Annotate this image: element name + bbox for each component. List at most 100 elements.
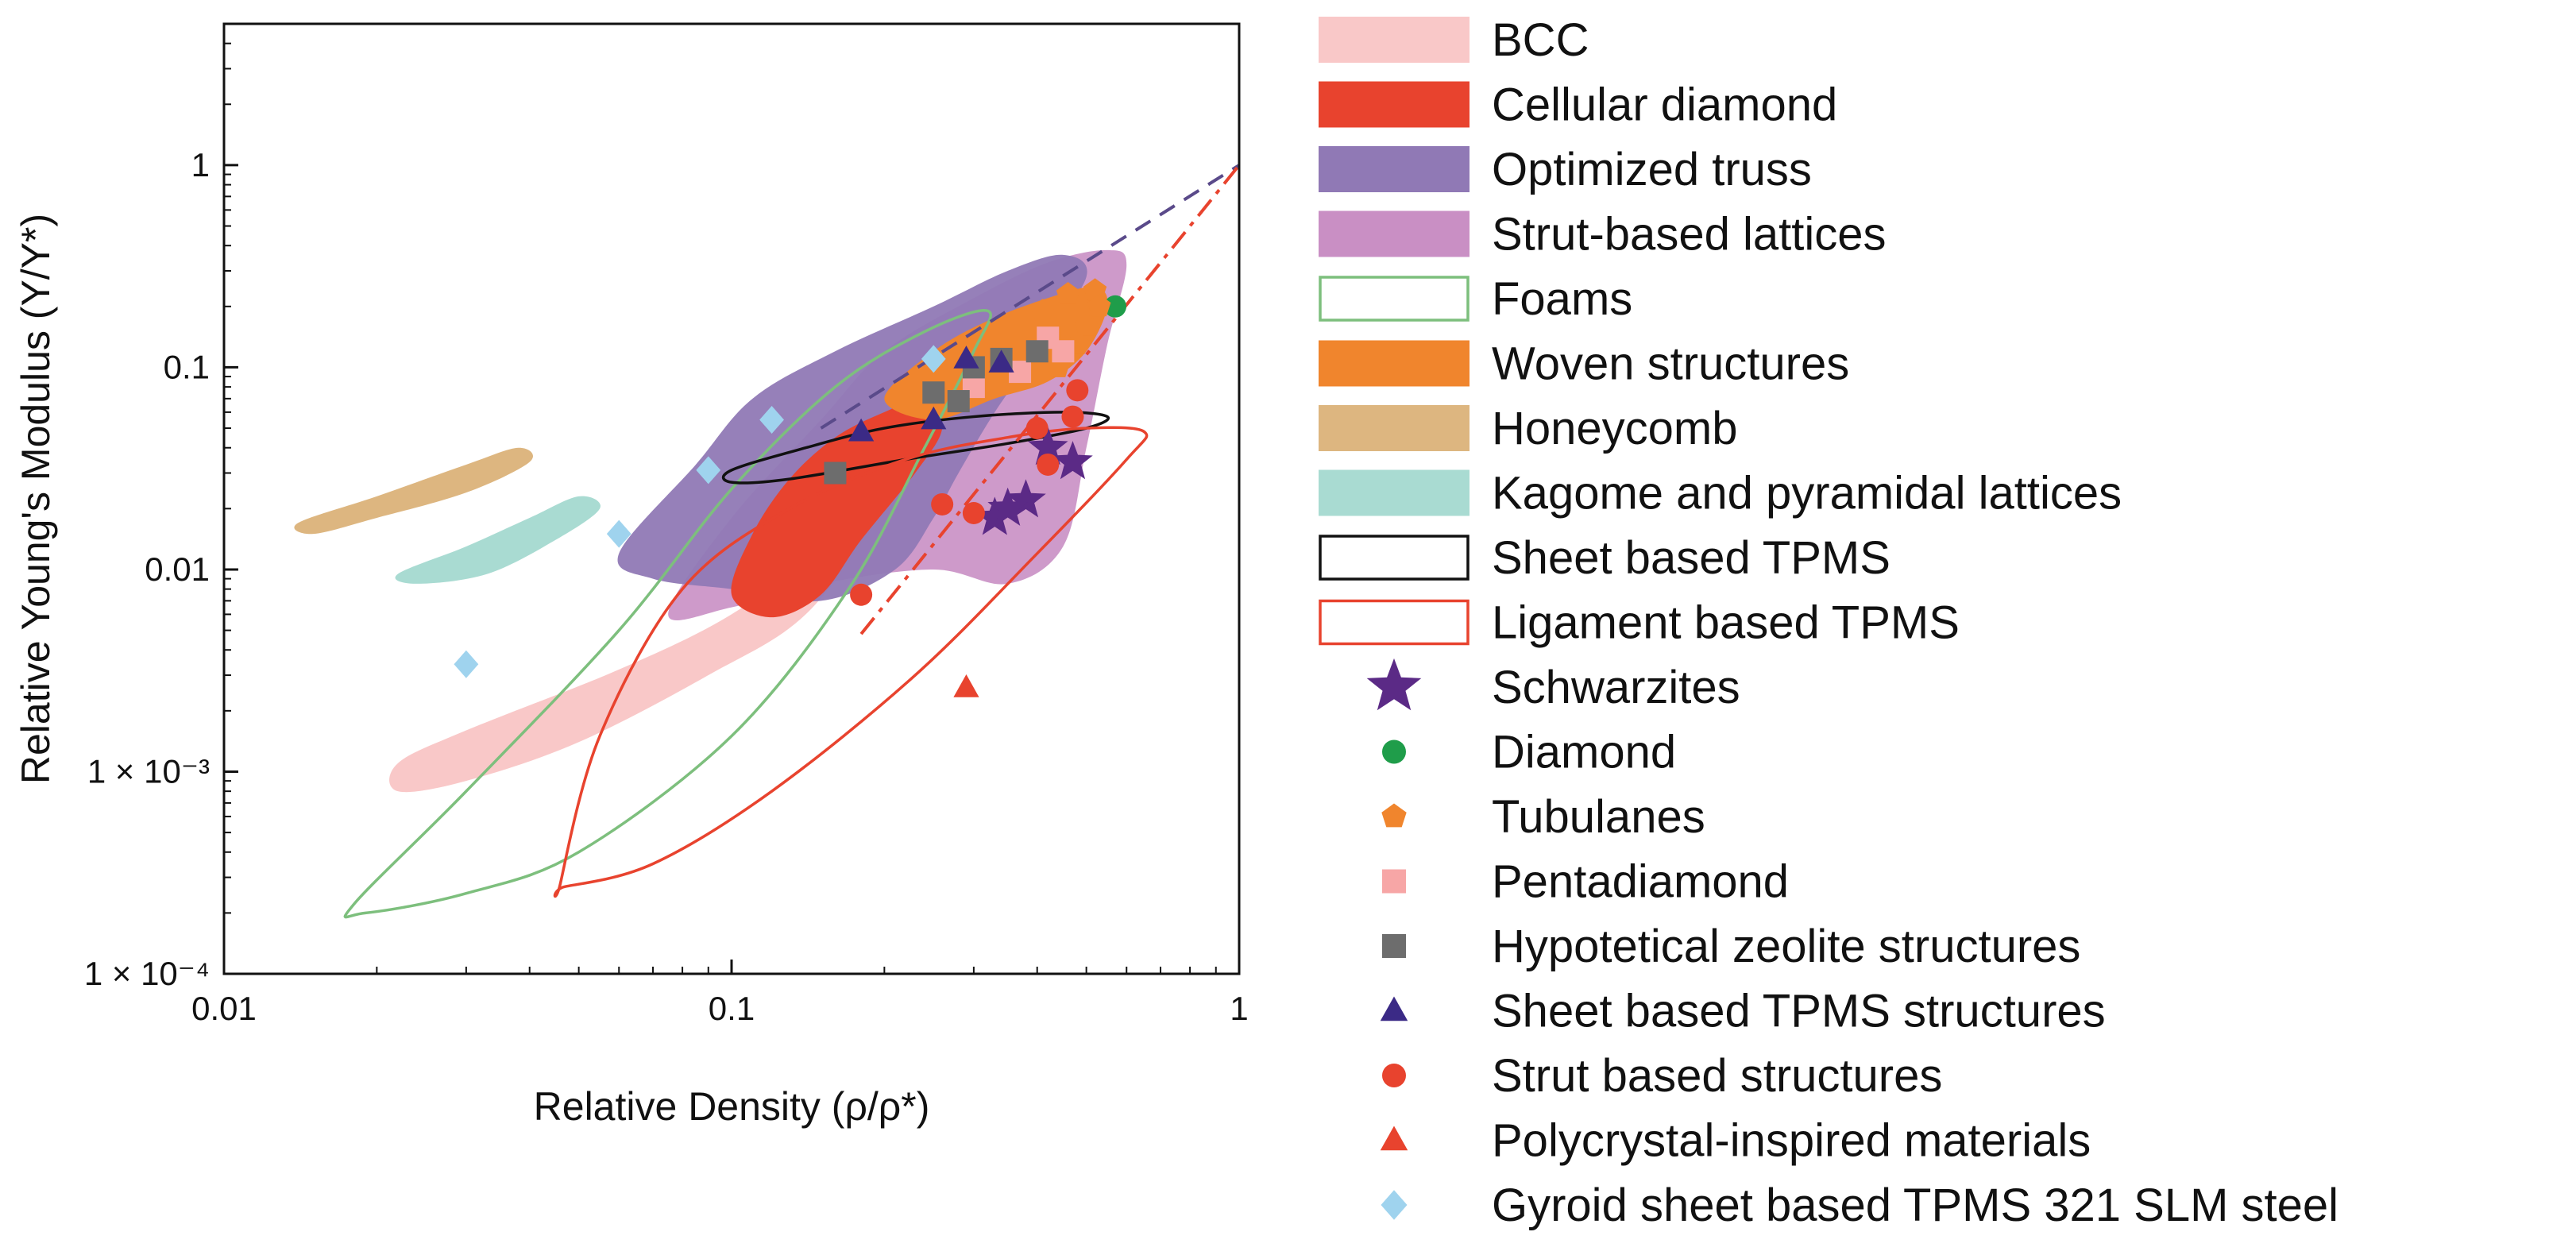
legend-item-schwarzites: Schwarzites — [1366, 658, 1740, 713]
legend-item-strut-based-structures: Strut based structures — [1382, 1050, 1942, 1102]
legend-swatch — [1319, 17, 1470, 63]
point-strut-based-structures-3 — [962, 502, 985, 525]
legend-item-kagome-and-pyramidal-lattices: Kagome and pyramidal lattices — [1319, 468, 2122, 519]
legend-item-cellular-diamond: Cellular diamond — [1319, 79, 1837, 131]
point-sheet-based-tpms-structures-4 — [988, 349, 1014, 373]
region-honeycomb — [294, 447, 534, 535]
legend-item-foams: Foams — [1319, 273, 1632, 325]
legend-marker — [1382, 1064, 1406, 1087]
legend-marker — [1382, 739, 1406, 764]
legend-item-strut-based-lattices: Strut-based lattices — [1319, 209, 1886, 261]
legend-label: Ligament based TPMS — [1492, 597, 1960, 649]
legend-item-honeycomb: Honeycomb — [1319, 403, 1737, 454]
legend-marker — [1382, 934, 1406, 958]
legend-swatch — [1319, 146, 1470, 192]
axis-ticks: 0.01 0.1 1 1 × 10⁻⁴ 1 × 10⁻³ 0.01 0.1 1 — [84, 23, 1249, 1027]
legend-label: Tubulanes — [1492, 791, 1705, 843]
legend-item-sheet-based-tpms: Sheet based TPMS — [1319, 532, 1890, 584]
y-tick-label-5: 1 — [191, 146, 210, 183]
legend-swatch — [1319, 210, 1470, 257]
legend-label: Woven structures — [1492, 338, 1849, 390]
legend-marker — [1380, 1126, 1408, 1151]
point-gyroid-sheet-based-tpms-321-slm-steel-3 — [696, 456, 721, 485]
legend-label: Honeycomb — [1492, 403, 1737, 454]
point-schwarzites-4 — [1052, 441, 1093, 480]
point-hypotetical-zeolite-structures-2 — [922, 381, 945, 404]
point-strut-based-structures-6 — [1066, 379, 1089, 402]
point-schwarzites-1 — [975, 496, 1015, 535]
point-strut-based-structures-2 — [931, 492, 954, 516]
legend-label: BCC — [1492, 14, 1589, 66]
legend-marker — [1366, 658, 1422, 711]
point-sheet-based-tpms-structures-3 — [953, 346, 979, 369]
point-polycrystal-inspired-materials-1 — [953, 674, 979, 697]
legend-swatch — [1319, 405, 1470, 451]
point-hypotetical-zeolite-structures-3 — [947, 390, 970, 413]
legend-item-pentadiamond: Pentadiamond — [1382, 856, 1789, 908]
point-tubulanes-6 — [1030, 299, 1055, 321]
region-kagome-and-pyramidal-lattices — [395, 496, 601, 584]
legend-label: Foams — [1492, 273, 1632, 325]
point-strut-based-structures-7 — [1037, 453, 1060, 476]
legend-swatch — [1319, 81, 1470, 128]
y-tick-label-4: 0.1 — [164, 348, 210, 385]
legend-marker — [1381, 803, 1407, 828]
legend-marker — [1380, 996, 1408, 1021]
region-ligament-based-tpms — [553, 426, 1149, 898]
plot-regions — [294, 249, 1149, 919]
point-tubulanes-1 — [1056, 281, 1080, 304]
legend-label: Sheet based TPMS structures — [1492, 986, 2106, 1037]
legend-label: Strut-based lattices — [1492, 209, 1886, 261]
legend-item-bcc: BCC — [1319, 14, 1589, 66]
x-tick-label-1: 0.01 — [191, 990, 257, 1027]
legend-label: Strut based structures — [1492, 1050, 1942, 1102]
point-schwarzites-3 — [1027, 427, 1068, 465]
legend-item-optimized-truss: Optimized truss — [1319, 144, 1812, 195]
legend-label: Diamond — [1492, 727, 1676, 778]
point-gyroid-sheet-based-tpms-321-slm-steel-5 — [921, 345, 946, 373]
legend-item-diamond: Diamond — [1382, 727, 1676, 778]
legend-label: Polycrystal-inspired materials — [1492, 1115, 2091, 1167]
y-tick-label-2: 1 × 10⁻³ — [87, 752, 210, 790]
x-axis-title: Relative Density (ρ/ρ*) — [534, 1084, 930, 1129]
legend-swatch — [1319, 599, 1470, 646]
point-schwarzites-5 — [987, 487, 1028, 526]
point-strut-based-structures-5 — [1061, 405, 1084, 428]
y-axis-title: Relative Young's Modulus (Y/Y*) — [14, 214, 58, 784]
legend-item-hypotetical-zeolite-structures: Hypotetical zeolite structures — [1382, 921, 2080, 972]
legend-item-ligament-based-tpms: Ligament based TPMS — [1319, 597, 1960, 649]
region-sheet-based-tpms — [721, 411, 1110, 485]
y-tick-label-1: 1 × 10⁻⁴ — [84, 955, 210, 992]
legend-label: Cellular diamond — [1492, 79, 1837, 131]
legend: BCC Cellular diamond Optimized truss Strut-… — [1319, 14, 2338, 1231]
trend-line-1 — [820, 164, 1241, 430]
legend-label: Sheet based TPMS — [1492, 532, 1890, 584]
legend-item-gyroid-sheet-based-tpms-321-slm-steel: Gyroid sheet based TPMS 321 SLM steel — [1381, 1180, 2338, 1231]
data-markers — [454, 278, 1127, 697]
point-schwarzites-2 — [1006, 479, 1046, 518]
point-strut-based-structures-4 — [1025, 417, 1049, 440]
legend-label: Gyroid sheet based TPMS 321 SLM steel — [1492, 1180, 2338, 1231]
legend-swatch — [1319, 340, 1470, 387]
legend-item-woven-structures: Woven structures — [1319, 338, 1849, 390]
legend-label: Schwarzites — [1492, 662, 1740, 713]
point-tubulanes-7 — [1087, 294, 1111, 317]
region-foams — [343, 309, 992, 919]
point-gyroid-sheet-based-tpms-321-slm-steel-2 — [606, 519, 631, 548]
x-tick-label-2: 0.1 — [709, 990, 755, 1027]
legend-label: Hypotetical zeolite structures — [1492, 921, 2080, 972]
legend-marker — [1381, 1190, 1408, 1220]
trend-lines — [820, 164, 1241, 635]
point-sheet-based-tpms-structures-2 — [921, 406, 947, 430]
legend-item-sheet-based-tpms-structures: Sheet based TPMS structures — [1380, 986, 2106, 1037]
point-strut-based-structures-1 — [850, 583, 873, 606]
x-tick-label-3: 1 — [1230, 990, 1248, 1027]
legend-label: Pentadiamond — [1492, 856, 1789, 908]
y-tick-label-3: 0.01 — [145, 550, 210, 588]
trend-line-2 — [859, 164, 1241, 635]
point-diamond-1 — [1104, 295, 1127, 318]
legend-label: Optimized truss — [1492, 144, 1812, 195]
legend-swatch — [1319, 535, 1470, 581]
point-tubulanes-2 — [1083, 278, 1107, 301]
